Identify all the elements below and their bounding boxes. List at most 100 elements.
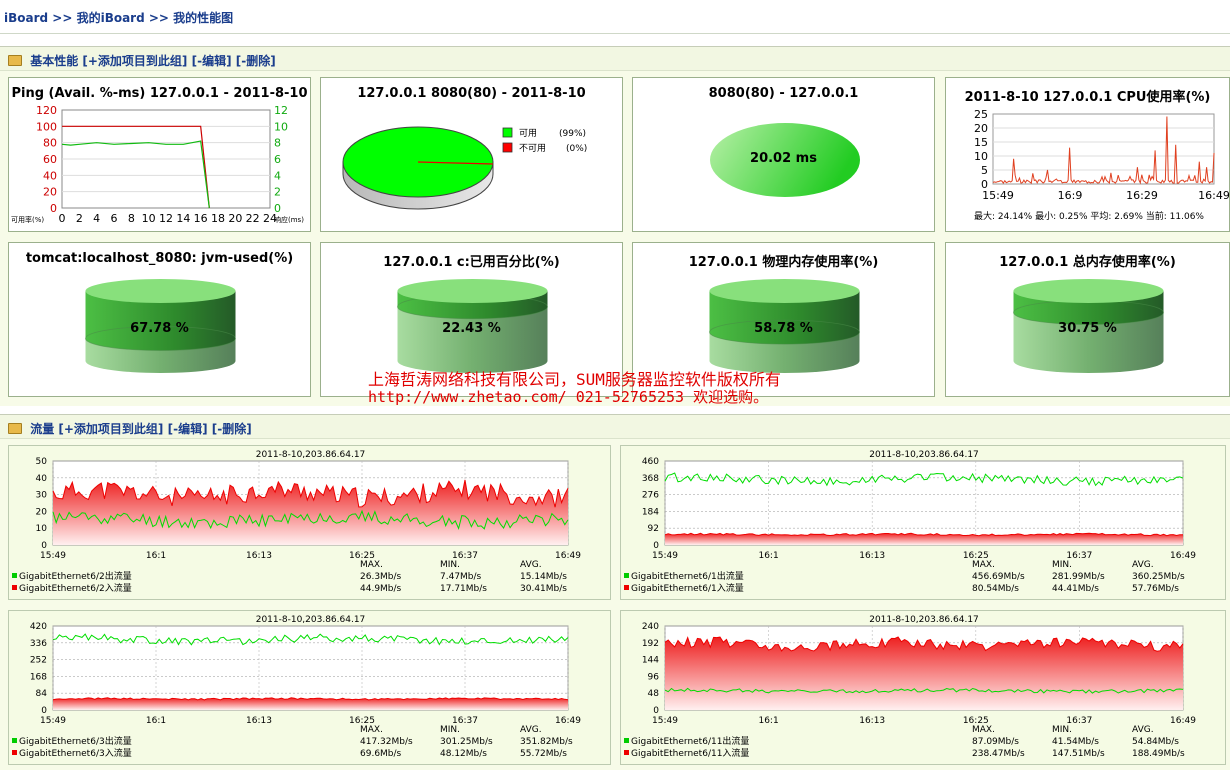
- add-item-link[interactable]: [+添加项目到此组]: [58, 422, 164, 436]
- folder-icon: [8, 423, 22, 434]
- y-tick-label: 30: [36, 491, 48, 501]
- x-tick-label: 16:37: [452, 716, 478, 726]
- panel-title: 127.0.0.1 c:已用百分比(%): [383, 255, 560, 270]
- gauge-panel-total-memory: 127.0.0.1 总内存使用率(%) 30.75 %: [945, 242, 1230, 397]
- inbound-area: [665, 533, 1183, 545]
- x-tick-label: 24: [263, 212, 277, 225]
- cylinder-level-edge: [709, 319, 860, 345]
- stat-avg: 57.76Mb/s: [1132, 584, 1179, 594]
- legend-label: GigabitEthernet6/3入流量: [19, 747, 132, 759]
- stats-header: MAX.: [972, 725, 995, 735]
- x-tick-label: 16:37: [452, 551, 478, 561]
- cylinder-top: [397, 279, 548, 303]
- gauge-value: 30.75 %: [1058, 321, 1117, 336]
- x-tick-label: 14: [176, 212, 190, 225]
- y-tick-label: 144: [642, 656, 659, 666]
- breadcrumb-iboard-link[interactable]: iBoard: [4, 11, 49, 25]
- inbound-area: [53, 479, 568, 545]
- outbound-line: [52, 509, 569, 531]
- cylinder-gauge: [1013, 279, 1164, 373]
- stats-header: AVG.: [520, 560, 542, 570]
- panel-title: Ping (Avail. %-ms) 127.0.0.1 - 2011-8-10: [11, 86, 308, 101]
- y-tick-label: 0: [653, 706, 659, 716]
- stats-header: MAX.: [972, 560, 995, 570]
- y-tick-label: 15: [974, 136, 988, 149]
- x-tick-label: 4: [93, 212, 100, 225]
- stats-header: MAX.: [360, 560, 383, 570]
- x-tick-label: 16:49: [1170, 551, 1196, 561]
- y-tick-label: 20: [974, 122, 988, 135]
- x-tick-label: 10: [142, 212, 156, 225]
- x-tick-label: 12: [159, 212, 173, 225]
- legend-pct: (0%): [566, 144, 587, 154]
- y2-tick-label: 6: [274, 153, 281, 166]
- edit-link[interactable]: [-编辑]: [191, 54, 232, 68]
- y-axis-label: 可用率(%): [11, 215, 44, 224]
- y-tick-label: 276: [642, 491, 659, 501]
- delete-link[interactable]: [-删除]: [235, 54, 276, 68]
- legend-swatch: [624, 750, 629, 755]
- gauge-value: 22.43 %: [442, 321, 501, 336]
- panel-title: 8080(80) - 127.0.0.1: [708, 86, 859, 101]
- folder-icon: [8, 55, 22, 66]
- stat-avg: 54.84Mb/s: [1132, 737, 1179, 747]
- outbound-line: [52, 633, 569, 646]
- breadcrumb-my-iboard-link[interactable]: 我的iBoard: [76, 11, 145, 25]
- y2-tick-label: 12: [274, 104, 288, 117]
- inbound-line: [664, 532, 1183, 537]
- section-header: 流量 [+添加项目到此组] [-编辑] [-删除]: [0, 415, 1230, 439]
- x-tick-label: 15:49: [40, 716, 66, 726]
- pie-panel: 127.0.0.1 8080(80) - 2011-8-10 可用 (99%) …: [320, 77, 623, 232]
- cylinder-top: [709, 279, 860, 303]
- cylinder-gauge: [85, 279, 236, 373]
- breadcrumb: iBoard >> 我的iBoard >> 我的性能图: [0, 0, 1230, 34]
- response-line: [61, 140, 210, 209]
- inbound-line: [664, 636, 1184, 652]
- x-tick-label: 16:13: [246, 716, 272, 726]
- y-tick-label: 252: [30, 656, 47, 666]
- x-tick-label: 16:1: [758, 716, 778, 726]
- legend-label: GigabitEthernet6/3出流量: [19, 735, 132, 747]
- y-tick-label: 368: [642, 474, 659, 484]
- stats-header: AVG.: [1132, 560, 1154, 570]
- y-tick-label: 80: [43, 137, 57, 150]
- stat-avg: 30.41Mb/s: [520, 584, 567, 594]
- cpu-panel: 2011-8-10 127.0.0.1 CPU使用率(%) 25 20 15 10 5 0…: [945, 77, 1230, 232]
- legend-label: 不可用: [519, 143, 546, 154]
- y-tick-label: 0: [41, 706, 47, 716]
- stat-max: 80.54Mb/s: [972, 584, 1019, 594]
- add-item-link[interactable]: [+添加项目到此组]: [82, 54, 188, 68]
- y-tick-label: 40: [36, 474, 48, 484]
- stat-min: 17.71Mb/s: [440, 584, 487, 594]
- legend-swatch: [624, 738, 629, 743]
- x-tick-label: 15:49: [40, 551, 66, 561]
- traffic-chart: 2011-8-10,203.86.64.17 50 40 30 20 10 015:49 16…: [12, 450, 581, 594]
- ping-panel: Ping (Avail. %-ms) 127.0.0.1 - 2011-8-10…: [8, 77, 311, 232]
- x-tick-label: 15:49: [652, 716, 678, 726]
- breadcrumb-separator: >>: [144, 11, 174, 25]
- panel-title: 127.0.0.1 8080(80) - 2011-8-10: [357, 86, 586, 101]
- stats-header: AVG.: [1132, 725, 1154, 735]
- x-tick-label: 20: [228, 212, 242, 225]
- x-tick-label: 0: [59, 212, 66, 225]
- x-tick-label: 16:25: [349, 551, 375, 561]
- stat-max: 87.09Mb/s: [972, 737, 1019, 747]
- stat-min: 281.99Mb/s: [1052, 572, 1105, 582]
- y-tick-label: 50: [36, 457, 48, 467]
- delete-link[interactable]: [-删除]: [211, 422, 252, 436]
- availability-pie-chart: 可用 (99%) 不可用 (0%): [342, 126, 587, 210]
- cylinder-level-edge: [85, 326, 236, 351]
- edit-link[interactable]: [-编辑]: [167, 422, 208, 436]
- section-title: 基本性能: [30, 54, 79, 68]
- y2-tick-label: 8: [274, 137, 281, 150]
- stat-max: 69.6Mb/s: [360, 749, 402, 759]
- y-tick-label: 420: [30, 622, 47, 632]
- cylinder-used-portion: [85, 291, 236, 351]
- stats-header: MIN.: [1052, 560, 1072, 570]
- cylinder-top: [85, 279, 236, 303]
- cylinder-gauge: [709, 279, 860, 373]
- gauge-panel-jvm: tomcat:localhost_8080: jvm-used(%) 67.78…: [8, 242, 311, 397]
- stat-avg: 351.82Mb/s: [520, 737, 573, 747]
- y-tick-label: 120: [36, 104, 57, 117]
